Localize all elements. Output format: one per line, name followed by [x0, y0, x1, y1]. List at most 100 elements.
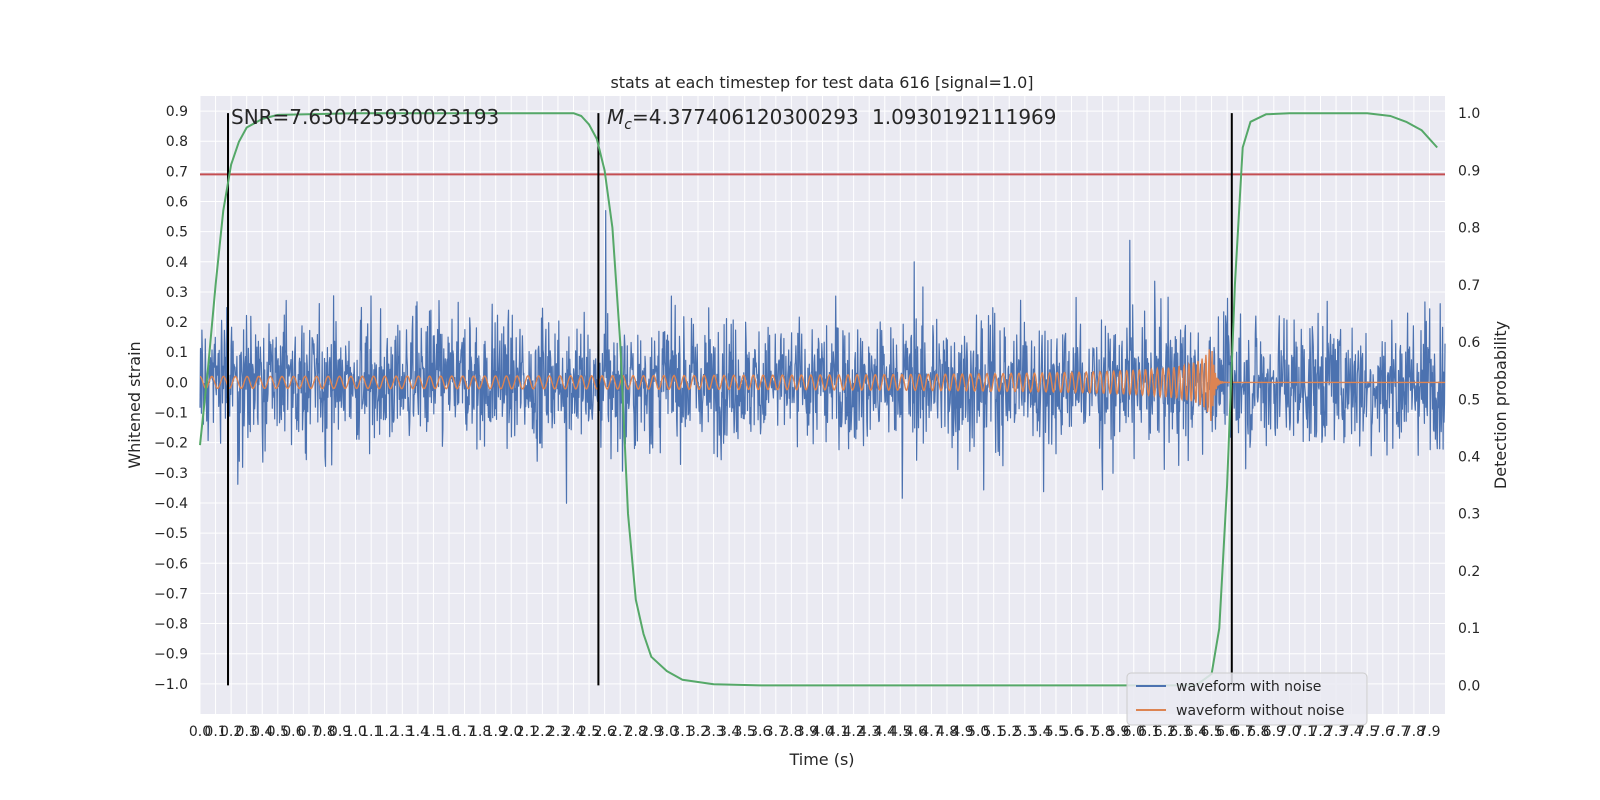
x-tick-label: 1.4 — [407, 724, 429, 740]
x-tick-label: 6.3 — [1169, 724, 1191, 740]
y2-axis-label: Detection probability — [1491, 321, 1510, 489]
y2-tick-label: 0.9 — [1458, 163, 1480, 179]
y-tick-label: 0.0 — [166, 375, 188, 391]
x-tick-label: 0.2 — [220, 724, 242, 740]
grid — [199, 96, 1445, 714]
x-tick-label: 3.0 — [656, 724, 678, 740]
mc-value: =4.377406120300293 — [632, 105, 859, 129]
x-tick-label: 7.6 — [1372, 724, 1394, 740]
x-tick-label: 3.5 — [734, 724, 756, 740]
y2-tick-label: 0.7 — [1458, 278, 1480, 294]
x-tick-label: 2.4 — [562, 724, 584, 740]
x-tick-label: 1.6 — [438, 724, 460, 740]
x-tick-label: 7.7 — [1387, 724, 1409, 740]
x-tick-label: 2.8 — [625, 724, 647, 740]
y2-tick-label: 0.0 — [1458, 678, 1480, 694]
x-tick-label: 1.9 — [485, 724, 507, 740]
x-tick-label: 5.3 — [1014, 724, 1036, 740]
y-tick-label: −0.3 — [154, 466, 188, 482]
x-tick-label: 7.3 — [1325, 724, 1347, 740]
x-tick-label: 6.4 — [1185, 724, 1207, 740]
y-tick-label: −0.9 — [154, 647, 188, 663]
x-tick-label: 6.1 — [1138, 724, 1160, 740]
x-tick-label: 4.5 — [889, 724, 911, 740]
x-tick-label: 4.3 — [858, 724, 880, 740]
tick-labels: 0.00.10.20.30.40.50.60.70.80.91.01.11.21… — [154, 104, 1480, 740]
x-tick-label: 0.6 — [282, 724, 304, 740]
y-tick-label: −0.4 — [154, 496, 188, 512]
x-tick-label: 2.6 — [593, 724, 615, 740]
x-tick-label: 0.4 — [251, 724, 273, 740]
y-tick-label: 0.8 — [166, 134, 188, 150]
noise-waveform — [199, 210, 1446, 504]
y-tick-label: 0.3 — [166, 285, 188, 301]
y-tick-label: −0.8 — [154, 617, 188, 633]
y2-tick-label: 0.6 — [1458, 335, 1480, 351]
x-tick-label: 6.5 — [1200, 724, 1222, 740]
x-tick-label: 0.8 — [313, 724, 335, 740]
x-tick-label: 6.9 — [1263, 724, 1285, 740]
x-tick-label: 4.6 — [905, 724, 927, 740]
x-tick-label: 5.2 — [998, 724, 1020, 740]
legend-label-clean: waveform without noise — [1176, 703, 1344, 719]
x-tick-label: 3.3 — [702, 724, 724, 740]
x-tick-label: 3.7 — [765, 724, 787, 740]
x-tick-label: 7.5 — [1356, 724, 1378, 740]
y-axis-label: Whitened strain — [125, 341, 144, 468]
x-tick-label: 3.6 — [749, 724, 771, 740]
x-tick-label: 1.1 — [360, 724, 382, 740]
y-tick-label: 0.1 — [166, 345, 188, 361]
y2-tick-label: 0.8 — [1458, 221, 1480, 237]
y-tick-label: 0.2 — [166, 315, 188, 331]
chart-title: stats at each timestep for test data 616… — [610, 73, 1033, 92]
y-tick-label: −0.2 — [154, 436, 188, 452]
x-tick-label: 1.3 — [391, 724, 413, 740]
chirp-waveform-line — [199, 349, 1445, 422]
x-tick-label: 2.1 — [516, 724, 538, 740]
y2-tick-label: 0.2 — [1458, 564, 1480, 580]
x-tick-label: 1.0 — [344, 724, 366, 740]
snr-annotation: SNR=7.630425930023193 — [231, 105, 499, 129]
x-tick-label: 5.7 — [1076, 724, 1098, 740]
x-tick-label: 0.7 — [298, 724, 320, 740]
y-tick-label: 0.6 — [166, 195, 188, 211]
x-tick-label: 7.9 — [1418, 724, 1440, 740]
x-tick-label: 6.2 — [1154, 724, 1176, 740]
x-axis-label: Time (s) — [788, 750, 854, 769]
x-tick-label: 4.0 — [811, 724, 833, 740]
y2-tick-label: 0.5 — [1458, 392, 1480, 408]
x-tick-label: 1.8 — [469, 724, 491, 740]
y-tick-label: 0.9 — [166, 104, 188, 120]
x-tick-label: 7.2 — [1309, 724, 1331, 740]
chirp-waveform — [199, 349, 1445, 422]
x-tick-label: 4.4 — [874, 724, 896, 740]
x-tick-label: 3.9 — [796, 724, 818, 740]
y2-tick-label: 1.0 — [1458, 106, 1480, 122]
x-tick-label: 1.5 — [422, 724, 444, 740]
noise-waveform-line — [199, 210, 1446, 504]
probability-curve — [199, 112, 1438, 687]
legend: waveform with noise waveform without noi… — [1126, 672, 1368, 726]
x-tick-label: 6.6 — [1216, 724, 1238, 740]
x-tick-label: 3.2 — [687, 724, 709, 740]
probability-curve-line — [199, 112, 1438, 687]
legend-box — [1126, 672, 1368, 726]
x-tick-label: 4.8 — [936, 724, 958, 740]
y2-tick-label: 0.4 — [1458, 450, 1480, 466]
y-tick-label: −0.1 — [154, 406, 188, 422]
x-tick-label: 5.5 — [1045, 724, 1067, 740]
x-tick-label: 7.0 — [1278, 724, 1300, 740]
x-tick-label: 0.1 — [204, 724, 226, 740]
mc-annotation: Mc=4.377406120300293 — [607, 105, 859, 133]
x-tick-label: 0.5 — [267, 724, 289, 740]
legend-label-noise: waveform with noise — [1176, 679, 1321, 695]
y-tick-label: −0.5 — [154, 526, 188, 542]
x-tick-label: 0.0 — [189, 724, 211, 740]
x-tick-label: 2.5 — [578, 724, 600, 740]
x-tick-label: 7.4 — [1340, 724, 1362, 740]
x-tick-label: 4.2 — [842, 724, 864, 740]
x-tick-label: 4.7 — [920, 724, 942, 740]
x-tick-label: 2.9 — [640, 724, 662, 740]
x-tick-label: 3.4 — [718, 724, 740, 740]
